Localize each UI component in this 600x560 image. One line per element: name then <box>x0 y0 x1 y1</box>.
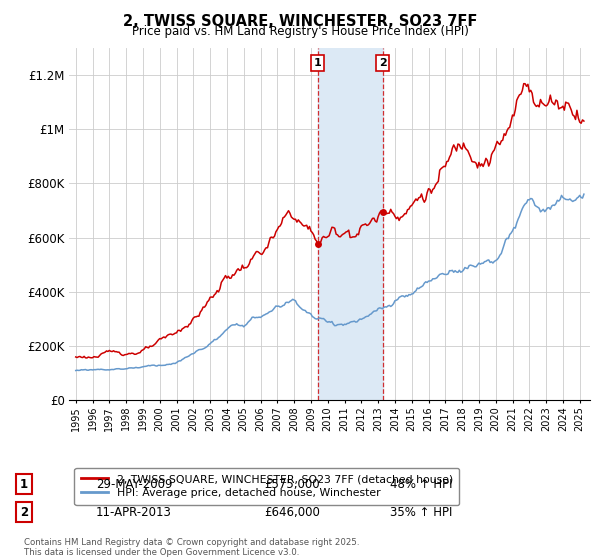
Text: 2: 2 <box>20 506 28 519</box>
Text: 1: 1 <box>20 478 28 491</box>
Text: £575,000: £575,000 <box>264 478 320 491</box>
Text: 2: 2 <box>379 58 386 68</box>
Text: £646,000: £646,000 <box>264 506 320 519</box>
Text: 11-APR-2013: 11-APR-2013 <box>96 506 172 519</box>
Text: 35% ↑ HPI: 35% ↑ HPI <box>390 506 452 519</box>
Text: Price paid vs. HM Land Registry's House Price Index (HPI): Price paid vs. HM Land Registry's House … <box>131 25 469 38</box>
Text: 1: 1 <box>314 58 322 68</box>
Text: Contains HM Land Registry data © Crown copyright and database right 2025.
This d: Contains HM Land Registry data © Crown c… <box>24 538 359 557</box>
Text: 2, TWISS SQUARE, WINCHESTER, SO23 7FF: 2, TWISS SQUARE, WINCHESTER, SO23 7FF <box>123 14 477 29</box>
Text: 48% ↑ HPI: 48% ↑ HPI <box>390 478 452 491</box>
Text: 29-MAY-2009: 29-MAY-2009 <box>96 478 173 491</box>
Legend: 2, TWISS SQUARE, WINCHESTER, SO23 7FF (detached house), HPI: Average price, deta: 2, TWISS SQUARE, WINCHESTER, SO23 7FF (d… <box>74 468 460 505</box>
Bar <box>318 48 383 400</box>
